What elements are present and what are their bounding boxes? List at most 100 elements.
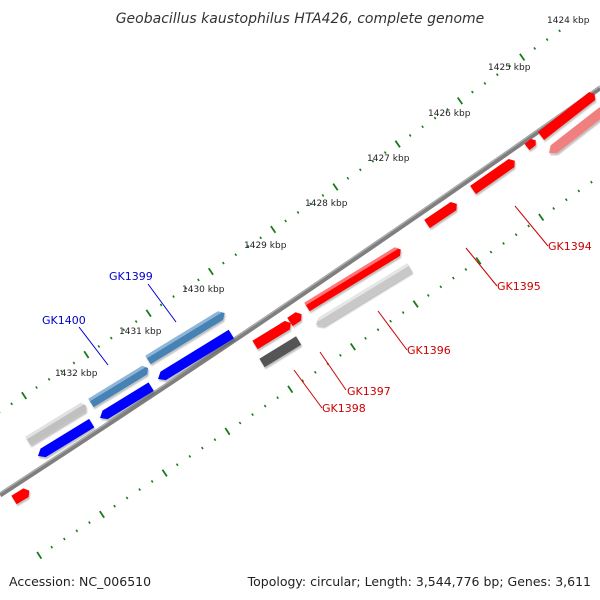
gene-red-small-right[interactable] [524, 137, 539, 151]
scale-tick [538, 213, 545, 222]
scale-label-1427: 1427 kbp [367, 154, 410, 164]
scale-tick [495, 73, 499, 77]
scale-tick [161, 469, 168, 477]
scale-tick [207, 267, 214, 276]
genome-summary-text: Topology: circular; Length: 3,544,776 bp… [247, 574, 591, 589]
scale-tick [113, 504, 116, 508]
scale-tick [394, 140, 401, 148]
scale-tick [389, 319, 392, 323]
scale-tick [122, 328, 126, 332]
scale-tick [175, 463, 179, 467]
scale-tick [519, 53, 526, 61]
scale-tick [138, 488, 141, 492]
scale-tick [426, 293, 430, 297]
label-leaders [78, 205, 549, 409]
scale-tick [359, 168, 362, 172]
scale-label-1431: 1431 kbp [119, 327, 162, 337]
scale-tick [483, 81, 487, 85]
gene-label-gk1399[interactable]: GK1399 [109, 270, 153, 283]
scale-tick [376, 328, 380, 332]
scale-tick [452, 276, 455, 280]
scale-tick [456, 96, 464, 105]
gene-label-gk1394[interactable]: GK1394 [548, 240, 592, 253]
gene-red-bottom-left[interactable] [11, 486, 32, 505]
scale-tick [412, 300, 419, 308]
leader-gk1399 [147, 283, 177, 323]
gene-gk1395[interactable] [424, 200, 459, 229]
leader-gk1398 [293, 369, 323, 409]
scale-tick [313, 370, 317, 374]
scale-tick [489, 250, 493, 254]
gene-label-gk1395[interactable]: GK1395 [497, 280, 541, 293]
scale-label-1424: 1424 kbp [547, 16, 590, 26]
gene-grey-reverse[interactable] [313, 263, 413, 329]
gene-gk1399[interactable] [145, 309, 227, 365]
genome-backbone [0, 85, 600, 498]
scale-label-1429: 1429 kbp [244, 241, 287, 251]
scale-tick [134, 320, 138, 324]
gene-small-red[interactable] [287, 310, 304, 327]
gene-label-gk1400[interactable]: GK1400 [42, 314, 86, 327]
scale-tick [109, 336, 113, 340]
gene-gk1400[interactable] [88, 364, 150, 408]
scale-tick [276, 396, 279, 400]
scale-tick [88, 521, 91, 525]
scale-tick [433, 116, 437, 120]
gene-lightred-reverse[interactable] [546, 107, 600, 157]
gene-gk1397[interactable] [252, 319, 293, 350]
scale-tick [222, 261, 225, 265]
gene-blue-reverse-3[interactable] [155, 329, 234, 383]
gene-red-edge-right[interactable] [537, 90, 598, 140]
gene-blue-reverse-2[interactable] [97, 382, 154, 422]
scale-ticks [0, 29, 593, 560]
scale-tick [97, 344, 101, 348]
gene-gk1394[interactable] [470, 157, 518, 195]
scale-tick [234, 253, 238, 257]
scale-tick [364, 336, 367, 340]
gene-label-gk1398[interactable]: GK1398 [322, 402, 366, 415]
scale-label-1432: 1432 kbp [55, 369, 98, 379]
scale-tick [545, 38, 549, 42]
scale-tick [471, 90, 474, 94]
scale-tick [50, 545, 54, 549]
scale-tick [401, 311, 405, 315]
scale-tick [184, 286, 188, 290]
scale-tick [564, 198, 568, 202]
leader-gk1397 [319, 351, 347, 391]
leader-gk1396 [377, 310, 408, 351]
scale-tick [35, 386, 38, 389]
scale-tick [508, 64, 512, 68]
scale-label-1428: 1428 kbp [305, 199, 348, 209]
gene-label-gk1397[interactable]: GK1397 [347, 385, 391, 398]
scale-tick [514, 233, 518, 237]
scale-tick [446, 108, 449, 111]
scale-tick [60, 369, 63, 373]
gene-grey-left[interactable] [25, 401, 88, 446]
scale-tick [125, 496, 129, 500]
scale-tick [339, 353, 342, 357]
gene-gk1396[interactable] [304, 245, 403, 312]
scale-tick [421, 125, 424, 129]
genome-backbone-highlight [0, 85, 600, 494]
scale-tick [346, 176, 350, 180]
scale-tick [238, 421, 242, 425]
reverse-strand-genes [11, 107, 600, 505]
scale-tick [159, 303, 163, 307]
scale-tick [251, 413, 254, 417]
scale-tick [47, 377, 51, 381]
scale-labels: 1424 kbp 1425 kbp 1426 kbp 1427 kbp 1428… [55, 16, 590, 379]
gene-gk1398[interactable] [259, 336, 302, 368]
scale-tick [83, 350, 90, 359]
scale-tick [475, 256, 482, 265]
scale-tick [72, 361, 76, 365]
scale-tick [172, 295, 175, 299]
scale-tick [287, 385, 294, 394]
scale-tick [246, 244, 250, 248]
scale-tick [502, 241, 505, 245]
leader-gk1400 [78, 326, 109, 366]
gene-label-gk1396[interactable]: GK1396 [407, 344, 451, 357]
scale-label-1430: 1430 kbp [182, 285, 225, 295]
scale-tick [10, 402, 13, 406]
scale-tick [197, 278, 200, 282]
gene-blue-reverse-1[interactable] [35, 418, 95, 460]
